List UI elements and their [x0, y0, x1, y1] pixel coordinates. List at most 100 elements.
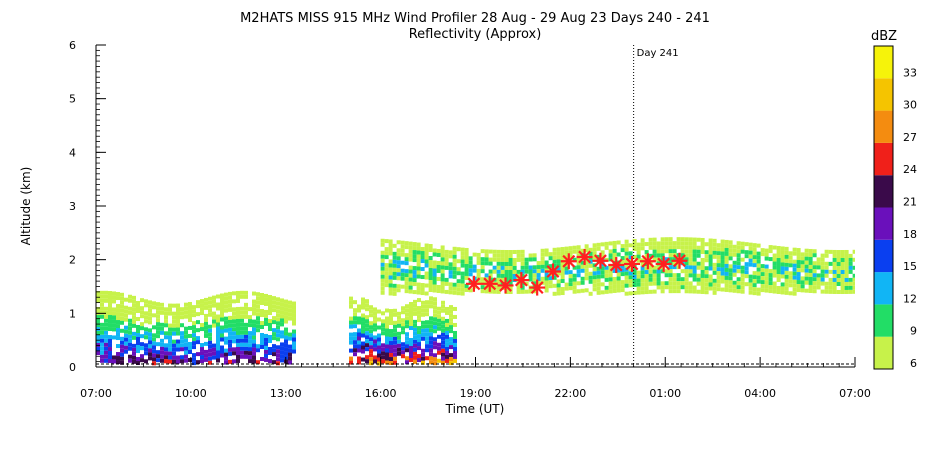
heat-cell [788, 263, 793, 268]
heat-cell [268, 350, 272, 355]
heat-cell [268, 334, 272, 339]
heat-cell [369, 325, 373, 330]
heat-cell [108, 315, 112, 320]
heat-cell [676, 277, 681, 282]
heat-cell [112, 295, 116, 300]
heat-cell [424, 243, 429, 248]
heat-cell [405, 356, 409, 361]
heat-cell [644, 254, 649, 259]
heat-cell [236, 334, 240, 339]
heat-cell [244, 350, 248, 355]
heat-cell [104, 318, 108, 323]
heat-cell [732, 272, 737, 277]
heat-cell [688, 285, 693, 290]
heat-cell [556, 255, 561, 260]
heat-cell [700, 277, 705, 282]
heat-cell [445, 310, 449, 315]
heat-cell [556, 263, 561, 268]
heat-cell [140, 306, 144, 311]
heat-cell [112, 359, 116, 364]
heat-cell [620, 260, 625, 265]
heat-cell [728, 272, 733, 277]
heat-cell [652, 269, 657, 274]
heat-cell [660, 285, 665, 290]
heat-cell [676, 289, 681, 294]
heat-cell [96, 315, 100, 320]
heat-cell [168, 347, 172, 352]
heat-cell [552, 291, 557, 296]
heat-cell [632, 254, 637, 259]
heat-cell [444, 261, 449, 266]
heat-cell [576, 261, 581, 266]
heat-cell [128, 330, 132, 335]
heat-cell [788, 291, 793, 296]
heat-cell [672, 273, 677, 278]
heat-cell [508, 254, 513, 259]
heat-cell [644, 242, 649, 247]
heat-cell [357, 344, 361, 349]
heat-cell [160, 306, 164, 311]
heat-cell [381, 351, 385, 356]
heat-cell [228, 339, 232, 344]
heat-cell [692, 237, 697, 242]
heat-cell [236, 358, 240, 363]
heat-cell [381, 311, 385, 316]
heat-cell [384, 267, 389, 272]
heat-cell [748, 262, 753, 267]
heat-cell [736, 281, 741, 286]
heat-cell [760, 288, 765, 293]
heat-cell [140, 346, 144, 351]
heat-cell [468, 256, 473, 261]
heat-cell [820, 273, 825, 278]
heat-cell [832, 253, 837, 258]
heat-cell [380, 290, 385, 295]
heat-cell [377, 357, 381, 362]
heat-cell [720, 263, 725, 268]
heat-cell [208, 348, 212, 353]
heat-cell [736, 261, 741, 266]
heat-cell [385, 320, 389, 325]
heat-cell [520, 281, 525, 286]
heat-cell [264, 341, 268, 346]
heat-cell [252, 359, 256, 364]
heat-cell [784, 278, 789, 283]
heat-cell [380, 262, 385, 267]
heat-cell [804, 264, 809, 269]
heat-cell [732, 264, 737, 269]
heat-cell [668, 277, 673, 282]
heat-cell [472, 264, 477, 269]
heat-cell [236, 326, 240, 331]
heat-cell [648, 281, 653, 286]
heat-cell [852, 273, 855, 278]
heat-cell [108, 347, 112, 352]
heat-cell [580, 268, 585, 273]
heat-cell [397, 347, 401, 352]
heat-cell [256, 360, 260, 365]
heat-cell [388, 267, 393, 272]
heat-cell [180, 347, 184, 352]
heat-cell [385, 336, 389, 341]
heat-cell [596, 254, 601, 259]
heat-cell [796, 280, 801, 285]
heat-cell [688, 281, 693, 286]
heat-cell [708, 286, 713, 291]
heat-cell [576, 253, 581, 258]
heat-cell [764, 284, 769, 289]
heat-cell [381, 359, 385, 364]
heat-cell [708, 278, 713, 283]
heat-cell [764, 288, 769, 293]
heat-cell [160, 358, 164, 363]
heat-cell [688, 253, 693, 258]
heat-cell [784, 246, 789, 251]
heat-cell [776, 270, 781, 275]
heat-cell [392, 259, 397, 264]
heat-cell [256, 292, 260, 297]
heat-cell [636, 242, 641, 247]
heat-cell [392, 283, 397, 288]
heat-cell [248, 315, 252, 320]
heat-cell [700, 257, 705, 262]
heat-cell [260, 333, 264, 338]
heat-cell [748, 278, 753, 283]
heat-cell [353, 308, 357, 313]
heat-cell [528, 265, 533, 270]
